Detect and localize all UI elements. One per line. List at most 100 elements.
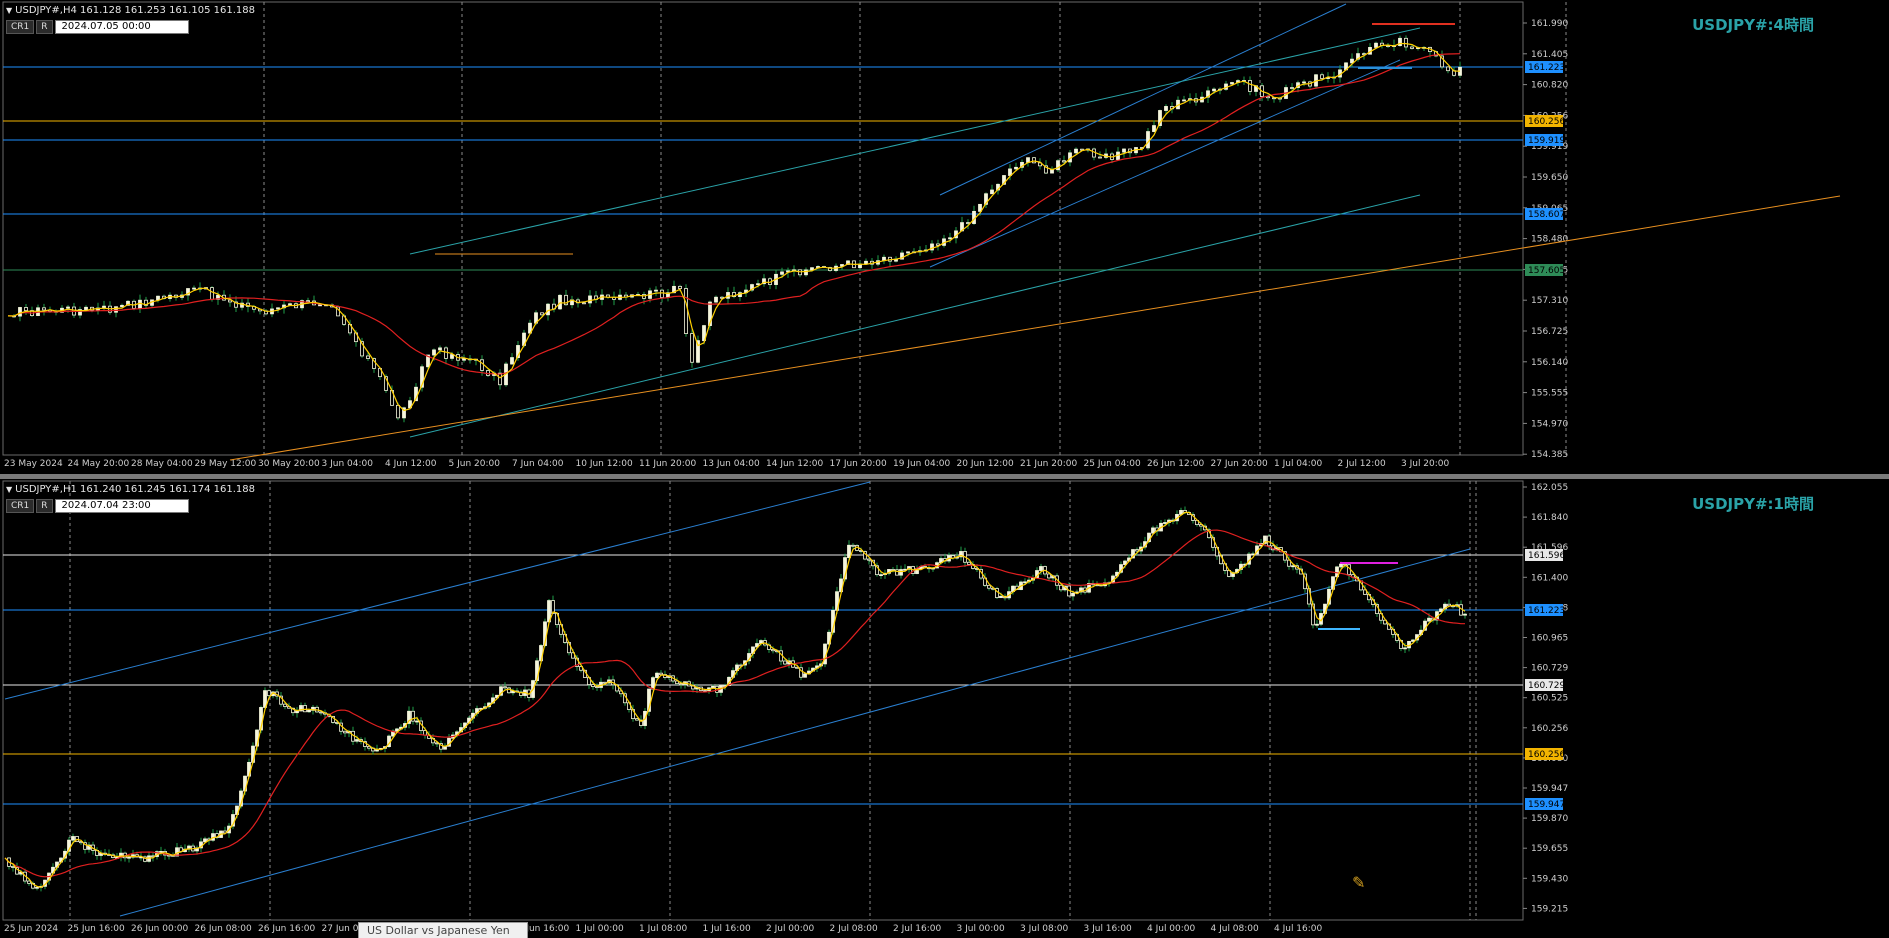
collapse-triangle-icon[interactable]: ▼ — [6, 6, 13, 15]
plot-frame — [2, 480, 1524, 921]
candle-body — [1032, 157, 1036, 164]
h4-cr-button[interactable]: CR1 — [6, 20, 35, 34]
candle-body — [210, 287, 214, 300]
candle-body — [343, 730, 347, 734]
candle-body — [1291, 565, 1295, 568]
time-tick-label: 25 Jun 16:00 — [68, 924, 125, 934]
time-tick-label: 1 Jul 08:00 — [639, 924, 688, 934]
candle-body — [1212, 88, 1216, 92]
candle-body — [1071, 592, 1075, 597]
time-tick-label: 10 Jun 12:00 — [576, 459, 633, 469]
candle-body — [1439, 608, 1443, 613]
time-tick-label: 1 Jul 04:00 — [1274, 459, 1323, 469]
candle-body — [192, 287, 196, 290]
candle-body — [1056, 160, 1060, 171]
pane-divider[interactable] — [0, 474, 1889, 479]
candle-body — [78, 309, 82, 316]
candle-body — [930, 243, 934, 251]
price-tick-label: 162.055 — [1531, 483, 1568, 493]
candle-body — [1230, 82, 1234, 85]
time-tick-label: 17 Jun 20:00 — [830, 459, 887, 469]
price-tick-label: 159.870 — [1531, 814, 1568, 824]
candle-body — [1158, 110, 1162, 126]
time-tick-label: 29 May 12:00 — [195, 459, 257, 469]
h1-chart-pane[interactable]: 162.055161.840161.596161.400161.188160.9… — [0, 479, 1889, 937]
time-tick-label: 5 Jun 20:00 — [449, 459, 501, 469]
candle-body — [1059, 584, 1063, 591]
candle-body — [439, 743, 443, 750]
time-tick-label: 4 Jun 12:00 — [385, 459, 437, 469]
candle-body — [1122, 148, 1126, 153]
h1-date-field[interactable]: 2024.07.04 23:00 — [54, 499, 189, 513]
candle-body — [127, 856, 131, 859]
candle-body — [126, 300, 130, 306]
h4-r-button[interactable]: R — [36, 20, 53, 34]
candle-body — [1146, 131, 1150, 149]
candle-body — [395, 728, 399, 732]
price-tick-label: 159.655 — [1531, 844, 1568, 854]
candle-body — [810, 267, 814, 271]
time-tick-label: 1 Jul 16:00 — [703, 924, 752, 934]
h1-r-button[interactable]: R — [36, 499, 53, 513]
candle-body — [267, 690, 271, 697]
h4-chart-canvas[interactable]: 161.990 161.405 160.820 160.256 159.919 159.6… — [0, 0, 1889, 474]
candle-body — [1302, 81, 1306, 84]
candle-body — [571, 652, 575, 659]
candle-body — [407, 710, 411, 724]
price-tick-label: 155.555 — [1531, 389, 1568, 399]
time-tick-label: 26 Jun 16:00 — [258, 924, 315, 934]
candle-body — [828, 267, 832, 271]
time-tick-label: 4 Jul 08:00 — [1211, 924, 1260, 934]
candle-body — [444, 347, 448, 359]
candle-body — [679, 683, 683, 686]
candle-body — [83, 842, 87, 850]
candle-body — [990, 189, 994, 195]
h1-chart-canvas[interactable]: 162.055161.840161.596161.400161.188160.9… — [0, 479, 1889, 937]
candle-body — [1002, 175, 1006, 185]
candle-body — [1131, 549, 1135, 559]
price-tick-label: 160.525 — [1531, 694, 1568, 704]
candle-body — [1179, 510, 1183, 515]
time-tick-label: 28 May 04:00 — [131, 459, 193, 469]
candle-body — [1374, 42, 1378, 48]
candle-body — [762, 278, 766, 285]
candle-body — [591, 684, 595, 687]
candle-body — [319, 711, 323, 714]
candle-body — [67, 839, 71, 852]
candle-body — [696, 340, 700, 363]
candle-body — [999, 595, 1003, 599]
candle-body — [875, 565, 879, 576]
time-tick-label: 24 May 20:00 — [68, 459, 130, 469]
h4-chart-pane[interactable]: 161.990 161.405 160.820 160.256 159.919 159.6… — [0, 0, 1889, 474]
price-tick-label: 159.919 — [1531, 142, 1568, 152]
candle-body — [432, 349, 436, 356]
price-level-badge — [1525, 264, 1563, 276]
candle-body — [203, 838, 207, 843]
trend-line — [939, 3, 1347, 196]
h1-cr-button[interactable]: CR1 — [6, 499, 35, 513]
h4-symbol-info: ▼ USDJPY#,H4 161.128 161.253 161.105 161.… — [6, 5, 255, 16]
candle-body — [867, 558, 871, 561]
candle-body — [114, 306, 118, 313]
collapse-triangle-icon[interactable]: ▼ — [6, 485, 13, 494]
price-level-label: 159.947 — [1528, 800, 1565, 810]
price-tick-label: 160.256 — [1531, 724, 1568, 734]
candle-body — [360, 341, 364, 357]
h4-date-field[interactable]: 2024.07.05 00:00 — [54, 20, 189, 34]
price-level-badge — [1525, 61, 1563, 73]
candle-body — [144, 299, 148, 306]
candle-body — [959, 551, 963, 558]
candle-body — [411, 710, 415, 722]
symbol-description-tab[interactable]: US Dollar vs Japanese Yen — [358, 922, 528, 938]
candle-body — [503, 686, 507, 689]
candle-body — [1151, 527, 1155, 534]
candle-body — [847, 544, 851, 559]
candle-body — [900, 252, 904, 260]
time-tick-label: 11 Jun 20:00 — [639, 459, 696, 469]
candle-body — [690, 333, 694, 363]
candle-body — [1044, 165, 1048, 174]
h1-toolbar: CR1 R 2024.07.04 23:00 — [6, 499, 189, 513]
time-tick-label: 14 Jun 12:00 — [766, 459, 823, 469]
candle-body — [143, 856, 147, 862]
candle-body — [702, 325, 706, 342]
